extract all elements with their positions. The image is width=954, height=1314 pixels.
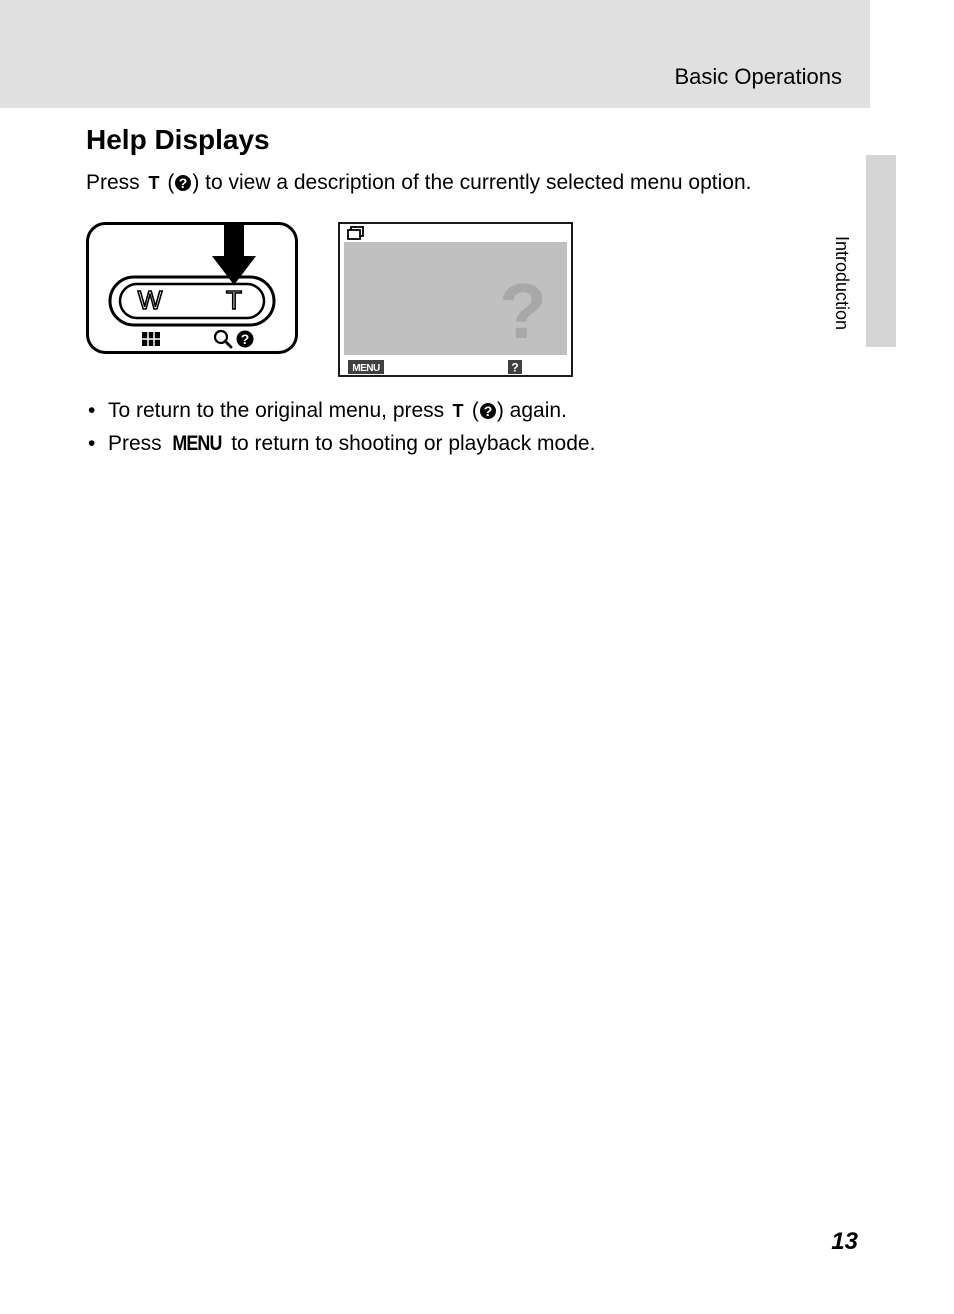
svg-text:T: T (453, 402, 464, 420)
svg-text:W: W (138, 285, 163, 315)
main-content: Help Displays Press T (?) to view a desc… (86, 124, 786, 461)
svg-text:?: ? (499, 267, 547, 355)
svg-text:?: ? (179, 175, 188, 191)
svg-text:?: ? (511, 361, 518, 375)
header-section-title: Basic Operations (674, 64, 842, 90)
svg-text:?: ? (484, 403, 493, 419)
section-heading: Help Displays (86, 124, 786, 156)
svg-text:?: ? (241, 331, 250, 347)
zoom-rocker-diagram: W T ? (86, 222, 298, 354)
figures-row: W T ? (86, 222, 786, 377)
t-icon: T (146, 174, 162, 192)
menu-word-icon: MENU (172, 428, 221, 461)
side-tab (866, 155, 896, 347)
t-icon: T (450, 402, 466, 420)
intro-paren-close: ) (192, 171, 205, 194)
bullet1-paren-close: ) (497, 399, 510, 422)
page-number: 13 (831, 1228, 858, 1256)
help-icon: ? (479, 402, 497, 420)
intro-paren-open: ( (162, 171, 175, 194)
bullet2-suffix: to return to shooting or playback mode. (225, 432, 595, 455)
camera-screen-diagram: ? MENU ? (338, 222, 573, 377)
svg-text:MENU: MENU (352, 363, 380, 374)
bullet-list: To return to the original menu, press T … (86, 395, 786, 460)
bullet1-paren-open: ( (466, 399, 479, 422)
svg-text:T: T (148, 174, 159, 192)
intro-prefix: Press (86, 171, 146, 194)
side-tab-label: Introduction (831, 236, 852, 330)
svg-text:T: T (226, 285, 242, 315)
intro-suffix: to view a description of the currently s… (205, 171, 751, 194)
bullet2-prefix: Press (108, 432, 168, 455)
intro-paragraph: Press T (?) to view a description of the… (86, 168, 786, 198)
header-band: Basic Operations (0, 0, 870, 108)
bullet-item-2: Press MENU to return to shooting or play… (86, 428, 786, 461)
bullet-item-1: To return to the original menu, press T … (86, 395, 786, 428)
help-icon: ? (174, 174, 192, 192)
bullet1-suffix: again. (510, 399, 567, 422)
bullet1-prefix: To return to the original menu, press (108, 399, 450, 422)
